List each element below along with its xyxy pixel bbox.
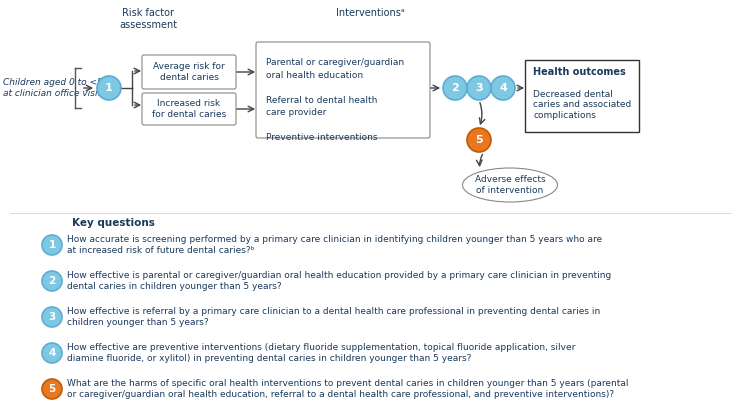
Circle shape [42, 307, 62, 327]
Text: Health outcomes: Health outcomes [533, 67, 625, 77]
Text: How effective is parental or caregiver/guardian oral health education provided b: How effective is parental or caregiver/g… [67, 271, 611, 291]
Circle shape [42, 271, 62, 291]
FancyBboxPatch shape [525, 60, 639, 132]
Text: 4: 4 [499, 83, 507, 93]
Text: Parental or caregiver/guardian
oral health education

Referral to dental health
: Parental or caregiver/guardian oral heal… [266, 58, 404, 142]
Text: 2: 2 [48, 276, 56, 286]
Text: What are the harms of specific oral health interventions to prevent dental carie: What are the harms of specific oral heal… [67, 379, 628, 399]
Text: How effective are preventive interventions (dietary fluoride supplementation, to: How effective are preventive interventio… [67, 343, 575, 363]
Circle shape [42, 235, 62, 255]
Circle shape [97, 76, 121, 100]
Text: 5: 5 [475, 135, 483, 145]
Circle shape [42, 379, 62, 399]
Text: Risk factor
assessment: Risk factor assessment [119, 8, 177, 30]
Circle shape [467, 76, 491, 100]
FancyBboxPatch shape [142, 55, 236, 89]
Text: 1: 1 [48, 240, 56, 250]
Ellipse shape [462, 168, 557, 202]
Text: 4: 4 [48, 348, 56, 358]
Text: How effective is referral by a primary care clinician to a dental health care pr: How effective is referral by a primary c… [67, 307, 600, 327]
Text: Key questions: Key questions [72, 218, 155, 228]
Circle shape [467, 128, 491, 152]
Circle shape [443, 76, 467, 100]
Text: Children aged 0 to <5 y
at clinician office visit: Children aged 0 to <5 y at clinician off… [3, 78, 111, 98]
Circle shape [42, 343, 62, 363]
Text: Average risk for
dental caries: Average risk for dental caries [153, 62, 225, 82]
Text: Decreased dental
caries and associated
complications: Decreased dental caries and associated c… [533, 90, 631, 120]
Text: 2: 2 [451, 83, 459, 93]
Circle shape [491, 76, 515, 100]
Text: 1: 1 [105, 83, 113, 93]
Text: 3: 3 [475, 83, 483, 93]
Text: How accurate is screening performed by a primary care clinician in identifying c: How accurate is screening performed by a… [67, 235, 602, 255]
Text: Adverse effects
of intervention: Adverse effects of intervention [475, 175, 545, 195]
Text: 3: 3 [48, 312, 56, 322]
FancyBboxPatch shape [256, 42, 430, 138]
Text: Increased risk
for dental caries: Increased risk for dental caries [152, 99, 226, 119]
FancyBboxPatch shape [142, 93, 236, 125]
Text: 5: 5 [48, 384, 56, 394]
Text: Interventionsᵃ: Interventionsᵃ [336, 8, 405, 18]
